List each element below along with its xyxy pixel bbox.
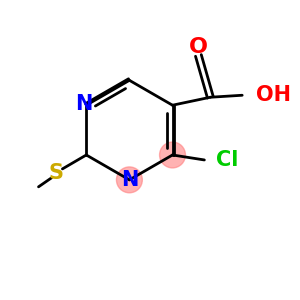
Text: O: O	[189, 38, 208, 58]
Text: N: N	[75, 94, 92, 114]
Text: Cl: Cl	[216, 150, 239, 170]
Text: OH: OH	[256, 85, 291, 105]
Circle shape	[116, 167, 142, 193]
Text: S: S	[49, 163, 64, 183]
Text: N: N	[121, 170, 138, 190]
Circle shape	[160, 142, 185, 168]
